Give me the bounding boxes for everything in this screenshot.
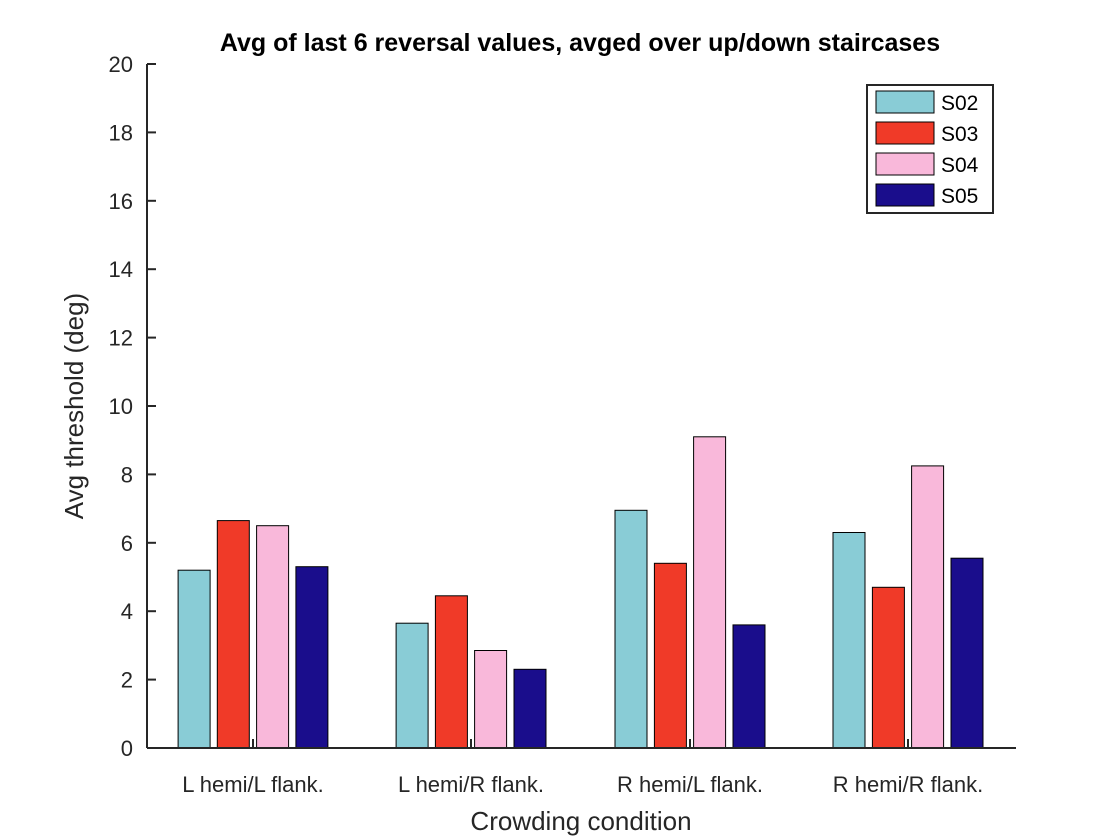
y-tick-label: 10	[109, 394, 133, 419]
legend-items: S02 S03 S04 S05	[875, 90, 979, 208]
x-tick-label: R hemi/R flank.	[833, 772, 983, 797]
bar-s05-0	[295, 566, 329, 749]
bar-s04-3	[911, 465, 945, 749]
x-tick-label: L hemi/R flank.	[398, 772, 544, 797]
legend-swatch-s05	[875, 183, 935, 207]
bar-s02-0	[177, 569, 211, 749]
bar-s02-2	[614, 509, 648, 749]
y-tick-label: 0	[121, 736, 133, 761]
bar-s03-0	[216, 520, 250, 749]
bar-s05-3	[950, 557, 984, 749]
legend: S02 S03 S04 S05	[866, 84, 994, 214]
bar-s03-1	[434, 595, 468, 749]
y-tick-label: 16	[109, 189, 133, 214]
y-tick-label: 8	[121, 462, 133, 487]
legend-label-s03: S03	[941, 123, 978, 146]
chart-title: Avg of last 6 reversal values, avged ove…	[220, 29, 940, 57]
legend-swatch-s02	[875, 90, 935, 114]
legend-label-s05: S05	[941, 185, 978, 208]
y-tick-label: 20	[109, 52, 133, 77]
y-tick-label: 18	[109, 120, 133, 145]
bar-s02-3	[832, 532, 866, 749]
bar-s05-1	[513, 668, 547, 749]
legend-label-s02: S02	[941, 92, 978, 115]
bar-s04-2	[693, 436, 727, 749]
y-ticks: 0 2 4 6 8 10 12 14 16 18 20	[109, 52, 156, 761]
x-tick-label: L hemi/L flank.	[182, 772, 323, 797]
y-tick-label: 4	[121, 599, 133, 624]
x-ticks: L hemi/L flank. L hemi/R flank. R hemi/L f…	[182, 739, 983, 797]
legend-swatch-s04	[875, 152, 935, 176]
y-axis-label: Avg threshold (deg)	[59, 293, 89, 519]
y-tick-label: 12	[109, 326, 133, 351]
bar-s02-1	[395, 622, 429, 749]
x-axis-label: Crowding condition	[470, 806, 691, 836]
bars-layer	[177, 436, 984, 749]
legend-label-s04: S04	[941, 154, 979, 177]
y-tick-label: 2	[121, 668, 133, 693]
y-tick-label: 6	[121, 531, 133, 556]
x-tick-label: R hemi/L flank.	[617, 772, 763, 797]
bar-s04-1	[474, 650, 508, 749]
bar-s04-0	[256, 525, 290, 749]
bar-s05-2	[732, 624, 766, 749]
legend-swatch-s03	[875, 121, 935, 145]
bar-s03-3	[871, 586, 905, 749]
bar-s03-2	[653, 562, 687, 749]
y-tick-label: 14	[109, 257, 133, 282]
